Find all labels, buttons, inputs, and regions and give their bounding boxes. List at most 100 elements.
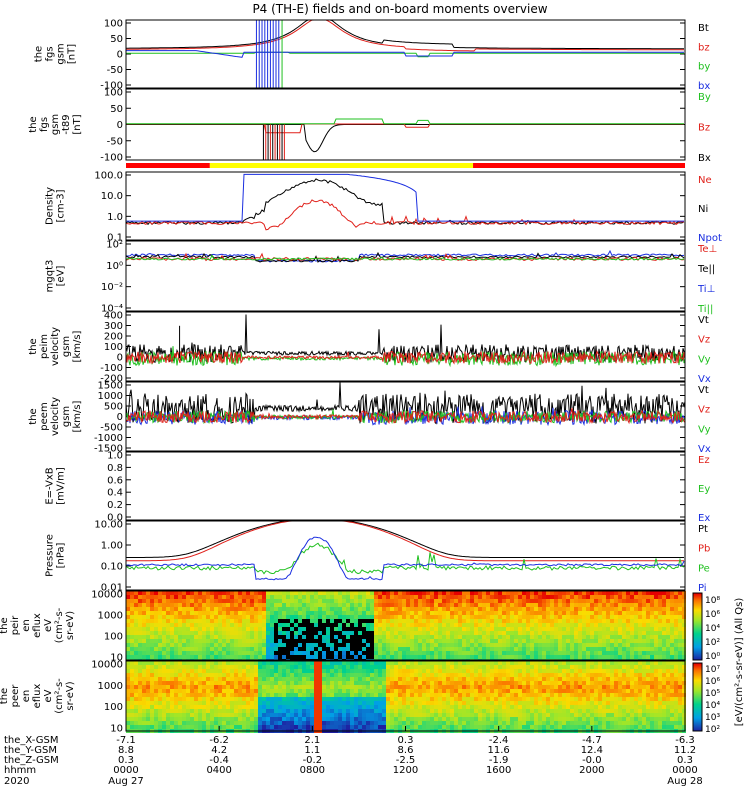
- spec-cell: [446, 615, 450, 619]
- spec-cell: [498, 713, 502, 717]
- spec-cell: [566, 647, 570, 651]
- spec-cell: [582, 655, 586, 659]
- spec-cell: [506, 619, 510, 623]
- spec-cell: [462, 661, 466, 665]
- spec-cell: [670, 639, 674, 643]
- spec-cell: [450, 611, 454, 615]
- spec-cell: [602, 673, 606, 677]
- spec-cell: [530, 643, 534, 647]
- spec-cell: [222, 665, 226, 669]
- spec-cell: [654, 595, 658, 599]
- spec-cell: [250, 725, 254, 729]
- spec-cell: [422, 677, 426, 681]
- spec-cell: [302, 635, 306, 639]
- spec-cell: [470, 591, 474, 595]
- spec-cell: [418, 673, 422, 677]
- spec-cell: [342, 607, 346, 611]
- ytick-label: 400: [104, 311, 123, 322]
- spec-cell: [310, 677, 314, 681]
- spec-cell: [522, 639, 526, 643]
- spec-cell: [470, 713, 474, 717]
- ylabel-line: Density: [45, 187, 56, 225]
- spec-cell: [478, 591, 482, 595]
- spec-cell: [518, 595, 522, 599]
- spec-cell: [438, 611, 442, 615]
- spec-cell: [518, 615, 522, 619]
- spec-cell: [146, 591, 150, 595]
- spec-cell: [206, 697, 210, 701]
- spec-cell: [194, 681, 198, 685]
- spec-cell: [394, 619, 398, 623]
- spec-cell: [430, 631, 434, 635]
- spec-cell: [146, 665, 150, 669]
- spec-cell: [518, 697, 522, 701]
- ytick-label: 10.0: [101, 191, 123, 202]
- spec-cell: [186, 665, 190, 669]
- spec-cell: [582, 677, 586, 681]
- spec-cell: [458, 693, 462, 697]
- spec-cell: [378, 673, 382, 677]
- spec-cell: [170, 709, 174, 713]
- spec-cell: [258, 651, 262, 655]
- spec-cell: [470, 689, 474, 693]
- spec-cell: [298, 623, 302, 627]
- spec-cell: [534, 713, 538, 717]
- spec-cell: [466, 705, 470, 709]
- spec-cell: [378, 697, 382, 701]
- spec-cell: [430, 681, 434, 685]
- spec-cell: [678, 599, 682, 603]
- spec-cell: [502, 591, 506, 595]
- spec-cell: [418, 615, 422, 619]
- spec-cell: [650, 591, 654, 595]
- spec-cell: [230, 725, 234, 729]
- spec-cell: [578, 591, 582, 595]
- spec-cell: [170, 655, 174, 659]
- spec-cell: [346, 661, 350, 665]
- spec-cell: [570, 681, 574, 685]
- spec-cell: [618, 647, 622, 651]
- spec-cell: [154, 639, 158, 643]
- spec-cell: [298, 705, 302, 709]
- ylabel-line: the: [28, 338, 39, 354]
- spec-cell: [602, 677, 606, 681]
- spec-cell: [334, 669, 338, 673]
- spec-cell: [542, 635, 546, 639]
- spec-cell: [634, 623, 638, 627]
- spec-cell: [250, 655, 254, 659]
- spec-cell: [242, 721, 246, 725]
- spec-cell: [594, 713, 598, 717]
- spec-cell: [334, 713, 338, 717]
- spec-cell: [602, 615, 606, 619]
- spec-cell: [498, 639, 502, 643]
- spec-cell: [586, 709, 590, 713]
- spec-cell: [546, 709, 550, 713]
- spec-cell: [570, 615, 574, 619]
- ytick-label: 0.6: [107, 475, 123, 486]
- spec-cell: [538, 631, 542, 635]
- spec-cell: [566, 631, 570, 635]
- spec-cell: [354, 693, 358, 697]
- spec-cell: [642, 631, 646, 635]
- spec-cell: [426, 627, 430, 631]
- spec-cell: [330, 631, 334, 635]
- spec-cell: [246, 655, 250, 659]
- spec-cell: [578, 647, 582, 651]
- spec-cell: [450, 635, 454, 639]
- spec-cell: [510, 619, 514, 623]
- spec-cell: [574, 669, 578, 673]
- spec-cell: [294, 693, 298, 697]
- spec-cell: [582, 689, 586, 693]
- spec-cell: [238, 673, 242, 677]
- spec-cell: [210, 713, 214, 717]
- spec-cell: [646, 603, 650, 607]
- spec-cell: [530, 603, 534, 607]
- ylabel-line: peir: [10, 615, 21, 635]
- spec-cell: [566, 639, 570, 643]
- spec-cell: [182, 721, 186, 725]
- spec-cell: [374, 635, 378, 639]
- spec-cell: [434, 705, 438, 709]
- spec-cell: [242, 607, 246, 611]
- spec-cell: [470, 595, 474, 599]
- spec-cell: [550, 689, 554, 693]
- spec-cell: [414, 655, 418, 659]
